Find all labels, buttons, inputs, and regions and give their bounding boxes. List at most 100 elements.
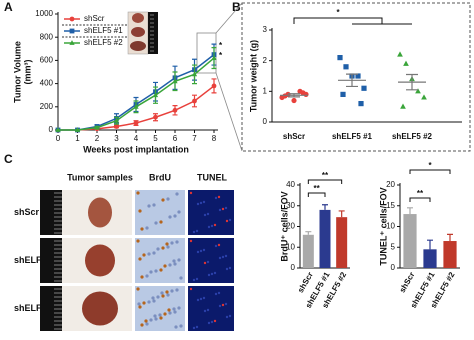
marker [415, 88, 421, 94]
brdu-nucleus [173, 214, 177, 218]
significance-bracket [307, 179, 343, 184]
significance-bracket [409, 197, 431, 202]
tunel-nucleus [192, 278, 196, 282]
y-tick-label: 20 [386, 180, 395, 189]
brdu-nucleus [153, 314, 157, 318]
brdu-nucleus [145, 322, 149, 326]
marker [400, 103, 406, 109]
marker [343, 64, 349, 70]
brdu-nucleus [175, 240, 179, 244]
marker [355, 73, 361, 79]
brdu-nucleus [163, 312, 167, 316]
tunel-nucleus [207, 321, 211, 325]
brdu-nucleus [168, 311, 172, 315]
tunel-nucleus [206, 212, 210, 216]
y-tick-label: 3 [263, 25, 268, 34]
marker [282, 93, 288, 99]
brdu-nucleus [177, 306, 181, 310]
tunel-nucleus [213, 271, 217, 275]
tunel-nucleus [210, 272, 214, 276]
marker [191, 71, 198, 77]
tunel-nucleus [221, 255, 225, 259]
brdu-nucleus [140, 227, 144, 231]
tunel-nucleus [228, 314, 232, 318]
row-label-box [8, 238, 40, 283]
brdu-nucleus [154, 221, 158, 225]
brdu-nucleus [161, 294, 165, 298]
marker [55, 127, 61, 132]
marker [211, 55, 217, 60]
column-title: Tumor samples [67, 172, 133, 182]
brdu-nucleus [170, 241, 174, 245]
tumor-thumbnail [132, 13, 144, 23]
ruler [148, 12, 158, 54]
tunel-nucleus [199, 201, 203, 205]
x-tick-label: shScr [398, 271, 417, 295]
bar [336, 217, 348, 268]
brdu-nucleus [159, 220, 163, 224]
y-tick-label: 10 [386, 222, 395, 231]
tunel-nucleus [207, 273, 211, 277]
brdu-nucleus [158, 313, 162, 317]
row-label: shELF5 #2 [14, 303, 59, 313]
brdu-nucleus [165, 290, 169, 294]
significance: ** [322, 171, 329, 180]
tunel-nucleus [225, 219, 229, 223]
y-tick-label: 40 [286, 180, 295, 189]
marker [69, 16, 75, 22]
x-tick-label: shELF5 #1 [332, 132, 373, 141]
brdu-image [135, 238, 185, 283]
brdu-nucleus [136, 287, 140, 291]
x-tick-label: 1 [75, 134, 80, 143]
tunel-nucleus [196, 298, 200, 302]
tunel-nucleus [202, 200, 206, 204]
y-tick-label: 5 [391, 242, 396, 251]
tunel-nucleus [203, 213, 207, 217]
tunel-nucleus [224, 254, 228, 258]
brdu-nucleus [152, 203, 156, 207]
y-tick-label: 15 [386, 201, 395, 210]
brdu-nucleus [163, 264, 167, 268]
tunel-nucleus [206, 308, 210, 312]
brdu-nucleus [152, 299, 156, 303]
marker [133, 120, 139, 126]
tunel-nucleus [195, 277, 199, 281]
tunel-nucleus [218, 256, 222, 260]
series-line [58, 54, 215, 131]
brdu-nucleus [159, 316, 163, 320]
brdu-nucleus [140, 323, 144, 327]
panel-frame [241, 2, 471, 152]
brdu-nucleus [177, 258, 181, 262]
marker [94, 124, 100, 130]
brdu-nucleus [168, 263, 172, 267]
y-tick-label: 600 [40, 56, 54, 65]
marker [152, 92, 159, 98]
y-axis-label: TUNEL⁺ cells/FOV [378, 187, 388, 265]
marker [192, 98, 197, 104]
tunel-nucleus [221, 303, 225, 307]
brdu-nucleus [166, 293, 170, 297]
marker [291, 97, 297, 104]
tunel-image [188, 190, 234, 235]
marker [133, 103, 139, 109]
tunel-nucleus [225, 315, 229, 319]
y-tick-label: 10 [286, 242, 295, 251]
bar [302, 234, 314, 268]
brdu-nucleus [145, 226, 149, 230]
x-tick-label: 6 [173, 134, 178, 143]
tumor-photo [88, 197, 112, 228]
marker [153, 114, 158, 120]
error-bar [305, 231, 312, 235]
tunel-nucleus [213, 319, 217, 323]
tumor-photo [85, 244, 115, 277]
tunel-nucleus [189, 191, 193, 195]
significance-bracket [293, 17, 412, 25]
x-tick-label: 0 [56, 134, 61, 143]
y-tick-label: 1000 [35, 9, 53, 18]
marker [361, 85, 367, 91]
brdu-nucleus [179, 276, 183, 280]
brdu-nucleus [173, 262, 177, 266]
brdu-nucleus [172, 307, 176, 311]
significance: * [428, 161, 432, 170]
